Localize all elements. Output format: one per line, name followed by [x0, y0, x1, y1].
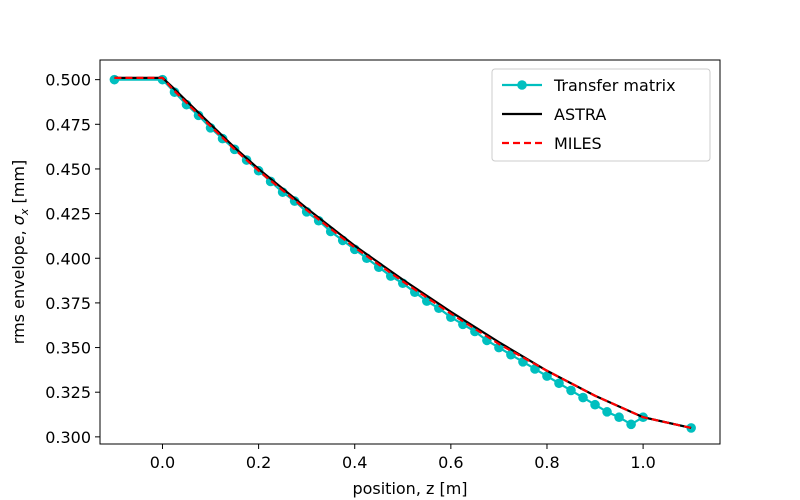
legend-label: MILES [554, 134, 602, 153]
x-axis-ticks: 0.0 0.2 0.4 0.6 0.8 1.0 [150, 444, 656, 472]
y-axis-label-unit: [mm] [9, 160, 28, 209]
x-axis-label: position, z [m] [352, 479, 467, 498]
series-point [602, 407, 612, 417]
x-tick-label: 0.2 [246, 453, 271, 472]
y-tick-label: 0.350 [45, 339, 91, 358]
legend-marker [517, 80, 527, 90]
series-point [590, 399, 600, 410]
y-tick-label: 0.475 [45, 115, 91, 134]
y-axis-label-symbol: σ [9, 214, 28, 225]
series-point [109, 74, 120, 85]
x-tick-label: 1.0 [630, 453, 655, 472]
y-tick-label: 0.500 [45, 71, 91, 90]
series-line-2 [114, 76, 692, 430]
y-tick-label: 0.375 [45, 294, 91, 313]
series-point [542, 371, 552, 381]
legend-label: Transfer matrix [553, 76, 676, 95]
x-tick-label: 0.8 [534, 453, 559, 472]
legend-label: ASTRA [554, 105, 606, 124]
y-tick-label: 0.400 [45, 249, 91, 268]
series-point [554, 378, 564, 389]
x-tick-label: 0.0 [150, 453, 175, 472]
y-axis-label-subscript: x [18, 208, 31, 216]
series-point [422, 296, 432, 306]
x-tick-label: 0.4 [342, 453, 367, 472]
y-axis-label: rms envelope, σx [mm] [9, 160, 31, 344]
series-point [506, 349, 516, 360]
y-tick-label: 0.325 [45, 383, 91, 402]
y-tick-label: 0.450 [45, 160, 91, 179]
series-point [614, 412, 624, 423]
plot-lines [109, 74, 696, 433]
y-tick-label: 0.425 [45, 205, 91, 224]
series-point [494, 342, 504, 353]
series-point [686, 423, 696, 433]
series-line-1 [114, 76, 692, 430]
plot-frame [99, 59, 721, 445]
y-axis-ticks: 0.300 0.325 0.350 0.375 0.400 0.425 0.450 0.475… [45, 71, 100, 447]
legend-box [491, 68, 711, 162]
legend: Transfer matrix ASTRA MILES [491, 68, 711, 162]
series-point [566, 385, 576, 396]
series-point [626, 419, 636, 430]
series-point [578, 392, 588, 403]
y-axis-label-main: rms envelope, [9, 225, 28, 344]
y-tick-label: 0.300 [45, 428, 91, 447]
x-tick-label: 0.6 [438, 453, 463, 472]
